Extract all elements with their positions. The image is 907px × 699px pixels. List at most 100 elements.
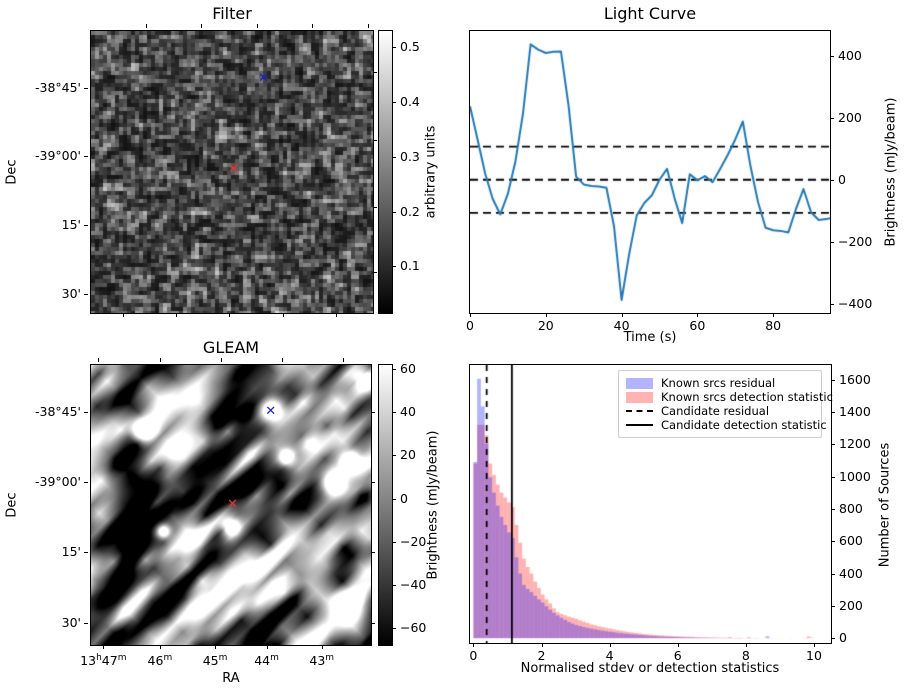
filter-ytick-right — [373, 139, 377, 141]
legend-label: Candidate residual — [661, 404, 770, 418]
histogram-ylabel: Number of Sources — [877, 442, 893, 568]
gleam-ytick-right — [371, 481, 375, 483]
filter-colorbar-tick — [392, 266, 396, 268]
legend-solid-line-sample — [626, 424, 653, 426]
histogram-ytick-label: 0 — [839, 630, 847, 646]
gleam-xtick-label: 44m — [254, 653, 279, 669]
histogram-ytick — [831, 508, 835, 510]
filter-xtick — [282, 313, 284, 317]
light-curve-xtick-label: 0 — [466, 318, 474, 333]
light-curve-xtick — [621, 313, 623, 317]
gleam-xtick — [159, 645, 161, 649]
filter-colorbar-tick — [392, 47, 396, 49]
histogram-ytick — [831, 379, 835, 381]
gleam-ytick — [84, 411, 88, 413]
light-curve-xlabel: Time (s) — [623, 330, 677, 345]
histogram-xtick-label: 4 — [605, 648, 614, 663]
histogram-ytick — [831, 444, 835, 446]
histogram-xtick — [813, 643, 815, 647]
gleam-xtick-label: 13h47m — [80, 653, 127, 669]
filter-xtick — [229, 313, 231, 317]
gleam-candidate-marker: ✕ — [265, 403, 277, 419]
light-curve-xtick-label: 20 — [537, 318, 554, 333]
light-curve-xtick — [470, 313, 471, 317]
filter-xtick — [175, 313, 177, 317]
histogram-ytick-label: 800 — [839, 500, 863, 516]
filter-ytick-right — [373, 206, 377, 208]
filter-ytick-right — [373, 271, 377, 273]
histogram-ytick-label: 600 — [839, 533, 863, 549]
histogram-xtick — [745, 643, 747, 647]
filter-xtick-top — [201, 24, 203, 28]
filter-colorbar-tick-label: 0.2 — [400, 203, 420, 219]
light-curve-ytick — [830, 241, 834, 243]
legend-color-patch — [626, 391, 653, 403]
legend-entry: Candidate detection statistic — [626, 418, 827, 432]
filter-ytick-label: -38°45' — [34, 80, 81, 96]
histogram-ytick — [831, 541, 835, 543]
filter-xtick — [336, 313, 338, 317]
legend-entry: Known srcs residual — [626, 376, 814, 390]
gleam-colorbar-tick-label: −40 — [400, 576, 427, 592]
gleam-colorbar-tick — [392, 369, 396, 371]
gleam-xtick — [321, 645, 323, 649]
gleam-colorbar — [378, 364, 393, 646]
light-curve-ytick — [830, 117, 834, 119]
filter-colorbar-tick-label: 0.4 — [400, 94, 420, 110]
gleam-colorbar-gradient — [379, 365, 392, 645]
gleam-colorbar-tick-label: −60 — [400, 619, 427, 635]
light-curve-xtick-label: 40 — [613, 318, 630, 333]
filter-ytick-right — [373, 71, 377, 73]
gleam-colorbar-tick-label: 0 — [400, 490, 408, 506]
gleam-ytick-label: -39°00' — [34, 473, 81, 489]
gleam-ytick — [84, 551, 88, 553]
gleam-ytick — [84, 622, 88, 624]
gleam-colorbar-tick-label: −20 — [400, 533, 427, 549]
histogram-xtick-label: 2 — [537, 648, 546, 663]
filter-colorbar-tick — [392, 102, 396, 104]
gleam-ylabel: Dec — [4, 492, 20, 518]
gleam-ytick-label: 30' — [61, 614, 81, 630]
gleam-xtick-top — [281, 358, 283, 362]
light-curve-ytick-label: 400 — [838, 47, 862, 63]
gleam-xtick-top — [220, 358, 222, 362]
histogram-xtick-label: 0 — [469, 648, 478, 663]
light-curve-ytick-label: 0 — [838, 171, 846, 187]
filter-colorbar-tick — [392, 156, 396, 158]
filter-colorbar — [378, 30, 393, 314]
light-curve-xtick — [697, 313, 699, 317]
filter-title: Filter — [212, 4, 252, 23]
legend-label: Known srcs residual — [661, 376, 776, 390]
gleam-colorbar-tick-label: 40 — [400, 404, 416, 420]
gleam-xtick — [215, 645, 217, 649]
filter-xtick-top — [256, 24, 258, 28]
light-curve-ytick — [830, 179, 834, 181]
filter-colorbar-tick-label: 0.5 — [400, 39, 420, 55]
histogram-xtick-label: 6 — [673, 648, 682, 663]
gleam-ytick-right — [371, 622, 375, 624]
gleam-ytick-right — [371, 411, 375, 413]
histogram-ytick-label: 400 — [839, 565, 863, 581]
filter-colorbar-tick-label: 0.1 — [400, 258, 420, 274]
legend-patch-swatch — [626, 377, 653, 389]
legend-entry: Known srcs detection statistic — [626, 390, 833, 404]
gleam-ytick — [84, 481, 88, 483]
filter-candidate-marker: ✕ — [258, 70, 270, 86]
filter-image-panel — [90, 30, 374, 314]
histogram-ytick — [831, 573, 835, 575]
histogram-ytick-label: 1200 — [839, 436, 871, 452]
filter-xtick-top — [312, 24, 314, 28]
histogram-ytick-label: 1000 — [839, 468, 871, 484]
filter-ytick — [84, 224, 88, 226]
filter-colorbar-tick-label: 0.3 — [400, 148, 420, 164]
filter-ytick-label: 15' — [61, 216, 81, 232]
filter-xtick — [123, 313, 125, 317]
histogram-xtick — [677, 643, 679, 647]
gleam-ytick-right — [371, 551, 375, 553]
legend-dashed-line-sample — [626, 410, 653, 412]
filter-ylabel: Dec — [4, 159, 20, 185]
gleam-colorbar-tick-label: 60 — [400, 361, 416, 377]
gleam-image-panel — [90, 364, 372, 646]
gleam-colorbar-tick — [392, 584, 396, 586]
